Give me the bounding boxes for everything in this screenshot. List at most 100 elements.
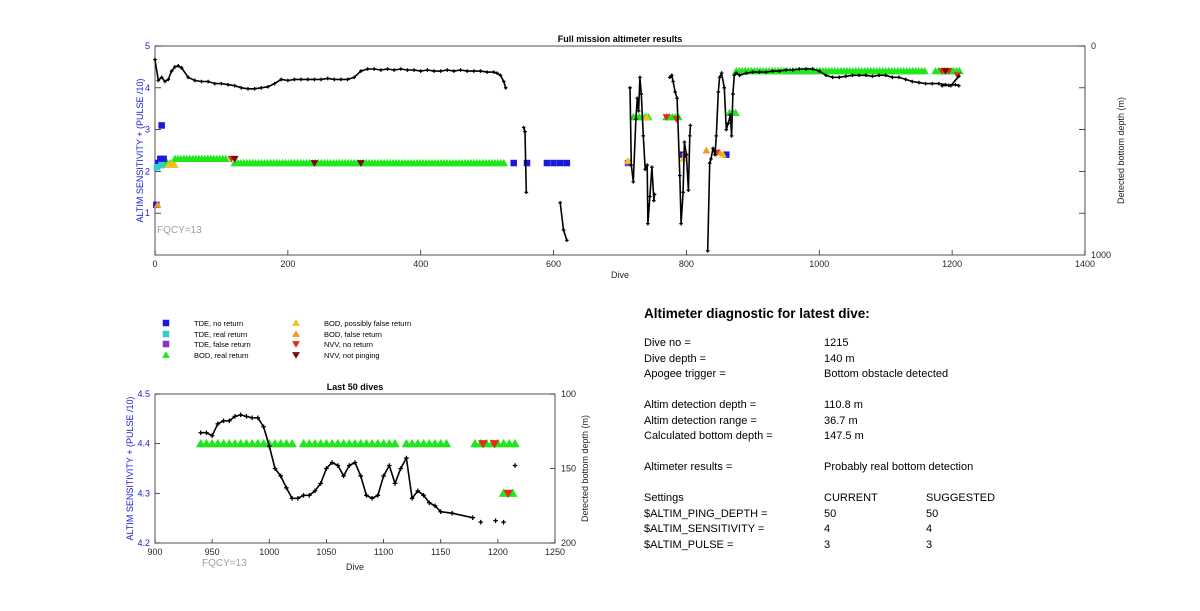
diag-value: 110.8 m — [824, 399, 863, 411]
depth-point — [412, 68, 416, 72]
x-axis-label: Dive — [346, 562, 364, 572]
depth-point — [635, 96, 640, 101]
diag-label: Altim detection range = — [644, 414, 757, 427]
depth-point — [259, 86, 264, 90]
depth-point — [804, 67, 808, 71]
setting-ping-depth: $ALTIM_PING_DEPTH = 50 50 — [644, 508, 1164, 524]
depth-point — [643, 167, 648, 172]
marker-bod-possibly-false — [719, 150, 727, 158]
depth-point — [385, 67, 390, 71]
legend-marker-nvv-not-pinging — [292, 352, 300, 359]
x-tick-label: 1000 — [809, 259, 829, 269]
depth-point — [732, 73, 737, 78]
depth-point — [726, 121, 731, 126]
depth-point — [305, 77, 310, 82]
depth-point — [405, 68, 410, 72]
depth-point — [232, 414, 238, 419]
depth-point — [212, 81, 217, 86]
depth-point — [358, 473, 364, 479]
depth-point — [565, 238, 569, 243]
marker-nvv-not-pinging — [357, 160, 365, 167]
depth-point — [737, 73, 742, 78]
depth-point — [289, 496, 295, 501]
diag-label: Dive no = — [644, 337, 691, 349]
diag-value: 140 m — [824, 352, 855, 365]
depth-point — [286, 78, 290, 83]
y2-tick-label: 1000 — [1091, 250, 1111, 260]
depth-point — [478, 519, 484, 525]
diag-row-results: Altimeter results = Probably real bottom… — [644, 461, 1164, 477]
depth-point — [850, 73, 855, 78]
depth-point — [255, 415, 261, 421]
depth-point — [398, 466, 404, 471]
depth-point — [777, 69, 782, 73]
depth-point — [675, 96, 679, 101]
depth-point — [512, 463, 518, 468]
depth-point — [372, 67, 377, 71]
chart-title: Full mission altimeter results — [558, 34, 683, 44]
depth-point — [844, 74, 848, 79]
depth-point — [940, 83, 944, 88]
marker-tde-no-return — [523, 159, 531, 167]
depth-point — [176, 64, 181, 68]
depth-point — [495, 71, 499, 75]
depth-point — [917, 80, 921, 85]
depth-point — [319, 77, 323, 82]
x-tick-label: 1100 — [374, 547, 393, 557]
marker-tde-no-return — [158, 122, 165, 129]
y-tick-label: 3 — [145, 125, 150, 135]
setting-pulse: $ALTIM_PULSE = 3 3 — [644, 539, 1164, 555]
fqcy-annotation: FQCY=13 — [202, 558, 247, 569]
depth-point — [266, 84, 270, 89]
depth-point — [381, 473, 386, 479]
bod-real-marker — [498, 488, 509, 497]
depth-point — [956, 74, 961, 79]
depth-point — [445, 68, 450, 72]
y2-axis-label: Detected bottom depth (m) — [580, 415, 590, 522]
depth-point — [193, 78, 197, 83]
marker-nvv-no-return — [662, 114, 671, 121]
depth-point — [688, 123, 693, 128]
depth-point — [837, 75, 842, 80]
depth-point — [239, 86, 244, 90]
nvv-no-return-marker — [478, 440, 488, 449]
setting-name: $ALTIM_SENSITIVITY = — [644, 523, 765, 535]
x-tick-label: 200 — [280, 259, 295, 269]
depth-point — [716, 90, 721, 94]
depth-point — [312, 77, 317, 82]
marker-tde-no-return — [723, 151, 730, 158]
depth-point — [953, 82, 958, 87]
depth-point — [890, 75, 895, 80]
nvv-no-return-marker — [503, 489, 513, 499]
depth-point — [639, 92, 644, 96]
depth-point — [830, 75, 835, 80]
depth-point — [163, 79, 167, 84]
depth-point — [244, 414, 249, 419]
y-tick-label: 2 — [145, 166, 150, 176]
y2-tick-label: 200 — [561, 538, 576, 548]
depth-point — [897, 75, 901, 80]
depth-point — [731, 92, 735, 96]
depth-point — [425, 68, 430, 72]
depth-point — [671, 79, 675, 84]
depth-point — [682, 140, 687, 144]
depth-point — [810, 67, 815, 71]
depth-point — [404, 455, 409, 461]
depth-point — [717, 75, 722, 80]
depth-point — [719, 71, 724, 75]
depth-point — [226, 82, 230, 87]
depth-point — [681, 190, 685, 195]
depth-point — [198, 430, 204, 436]
x-tick-label: 1400 — [1075, 259, 1095, 269]
depth-point — [209, 433, 215, 439]
depth-point — [523, 129, 527, 134]
depth-point — [478, 69, 483, 73]
setting-name: $ALTIM_PULSE = — [644, 538, 734, 551]
x-tick-label: 1250 — [545, 547, 565, 557]
depth-point — [364, 493, 369, 498]
marker-tde-no-return — [157, 155, 164, 163]
depth-point — [641, 134, 646, 138]
depth-point — [392, 68, 396, 72]
depth-point — [458, 68, 463, 72]
x-tick-label: 900 — [147, 547, 162, 557]
